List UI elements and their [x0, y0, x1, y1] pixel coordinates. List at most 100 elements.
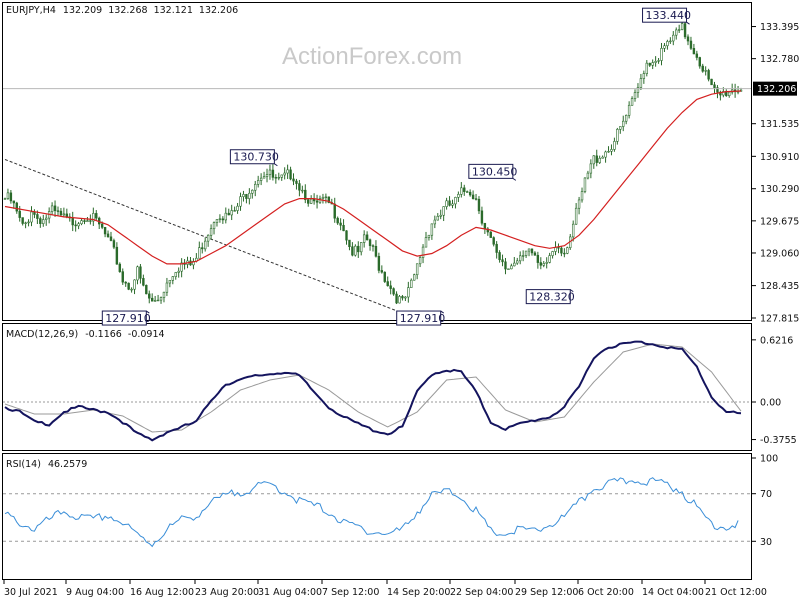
candle-body — [218, 218, 222, 220]
candle-body — [100, 223, 104, 228]
price-tick-label: 130.910 — [760, 152, 799, 163]
candle-body — [201, 247, 204, 250]
candle-body — [683, 23, 687, 38]
candle-body — [24, 222, 27, 224]
annotation-label: 133.440 — [646, 9, 692, 22]
candle-body — [589, 163, 593, 174]
candle-body — [386, 281, 389, 287]
candle-body — [106, 233, 110, 238]
rsi-header: RSI(14) 46.2579 — [6, 459, 87, 470]
macd-main-line — [4, 340, 742, 442]
macd-header: MACD(12,26,9) -0.1166 -0.0914 — [6, 329, 165, 340]
candle-body — [521, 255, 525, 257]
candle-body — [59, 210, 63, 216]
price-tick-label: 131.535 — [760, 119, 799, 130]
candle-body — [436, 216, 439, 221]
candle-body — [463, 187, 466, 192]
candle-body — [42, 219, 45, 224]
x-tick-label: 21 Oct 12:00 — [705, 587, 767, 598]
candle-body — [371, 245, 375, 247]
candle-body — [289, 169, 292, 180]
candle-body — [377, 255, 381, 271]
candle-body — [256, 180, 260, 185]
candle-body — [83, 220, 86, 222]
candle-body — [62, 213, 66, 216]
candle-body — [728, 91, 731, 96]
candle-body — [418, 257, 422, 265]
candle-body — [127, 282, 130, 290]
annotation-label: 130.450 — [472, 165, 517, 178]
candle-body — [6, 192, 10, 199]
candle-body — [604, 151, 607, 158]
watermark: ActionForex.com — [282, 43, 462, 70]
candle-body — [415, 263, 419, 276]
candle-body — [430, 223, 434, 236]
candle-body — [533, 252, 537, 256]
candle-body — [327, 196, 331, 203]
candle-body — [321, 196, 325, 200]
candle-body — [180, 262, 183, 272]
price-tick-label: 127.815 — [760, 314, 799, 325]
candle-body — [566, 247, 569, 254]
candle-body — [716, 87, 719, 93]
candle-body — [286, 169, 289, 174]
candle-body — [262, 176, 266, 179]
candle-body — [9, 192, 13, 202]
candle-body — [495, 243, 498, 253]
candle-body — [424, 237, 428, 248]
annotation-box — [101, 310, 147, 326]
candle-body — [45, 217, 48, 220]
candle-body — [660, 47, 663, 61]
candle-body — [701, 65, 704, 72]
candle-body — [215, 219, 219, 223]
candle-body — [633, 92, 637, 99]
candle-body — [254, 183, 257, 191]
candle-body — [56, 210, 60, 212]
candle-body — [383, 271, 386, 282]
price-tick-label: 132.780 — [760, 54, 799, 65]
candle-body — [398, 296, 401, 304]
price-tick-label: 129.060 — [760, 248, 799, 259]
candle-body — [501, 259, 504, 263]
candle-body — [624, 115, 628, 122]
candle-body — [468, 191, 472, 196]
candle-body — [630, 98, 634, 106]
candle-body — [504, 261, 507, 270]
rsi-tick-label: 70 — [760, 489, 772, 500]
candle-body — [448, 200, 451, 206]
candle-body — [672, 34, 675, 42]
candle-body — [627, 104, 631, 116]
candle-body — [292, 178, 295, 182]
candle-body — [121, 271, 124, 283]
macd-tick-label: 0.00 — [760, 398, 781, 409]
candle-body — [133, 279, 136, 290]
candle-body — [245, 194, 248, 199]
candle-body — [148, 293, 151, 299]
candle-body — [518, 255, 522, 262]
candle-body — [3, 198, 7, 200]
candle-body — [698, 57, 701, 67]
rsi-pane-frame — [2, 453, 752, 580]
candle-body — [395, 293, 398, 304]
x-tick-label: 31 Aug 04:00 — [258, 587, 322, 598]
candle-body — [345, 230, 348, 241]
candle-body — [333, 203, 336, 219]
candle-body — [206, 234, 210, 242]
candle-body — [666, 41, 669, 47]
candle-body — [536, 254, 540, 263]
candle-body — [92, 213, 95, 222]
candle-body — [159, 297, 163, 301]
candle-body — [642, 73, 646, 79]
candle-body — [12, 200, 16, 204]
candle-body — [74, 224, 77, 227]
candle-body — [242, 194, 245, 197]
annotation-leader — [274, 163, 278, 167]
candle-body — [298, 183, 301, 191]
last-price: 132.206 — [3, 81, 797, 96]
macd-axis: 0.6216 0.00 -0.3755 — [752, 335, 797, 446]
candle-body — [710, 78, 713, 86]
candle-body — [636, 87, 640, 93]
candle-body — [392, 288, 395, 295]
candle-body — [466, 191, 469, 193]
